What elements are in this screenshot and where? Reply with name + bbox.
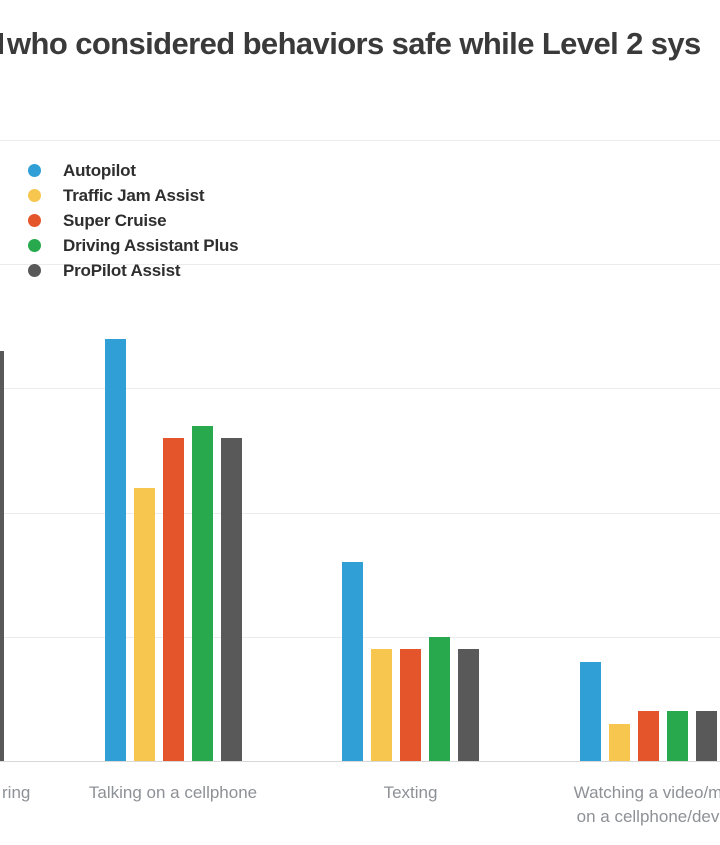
legend-label: Super Cruise: [63, 210, 167, 230]
bar-traffic-jam-assist-talking-on-a-cellphone: [133, 487, 155, 761]
legend-label: ProPilot Assist: [63, 260, 181, 280]
bar-propilot-assist-talking-on-a-cellphone: [220, 438, 242, 761]
bar-autopilot-watching-a-video-m-on-a-: [579, 661, 601, 761]
legend-dot-icon: [28, 189, 41, 202]
legend-item-traffic-jam-assist: Traffic Jam Assist: [0, 183, 238, 208]
x-axis-label-talking-on-a-cellphone: Talking on a cellphone: [88, 783, 258, 802]
legend-item-super-cruise: Super Cruise: [0, 208, 238, 233]
bar-driving-assistant-plus-talking-on-a-cellphone: [191, 425, 213, 761]
chart-title: who considered behaviors safe while Leve…: [7, 26, 701, 61]
bar-super-cruise-talking-on-a-cellphone: [162, 438, 184, 761]
bar-super-cruise-texting: [400, 649, 421, 761]
gridline: [0, 388, 720, 390]
legend-dot-icon: [28, 214, 41, 227]
bar-propilot-assist-watching-a-video-m-on-a-: [695, 711, 717, 761]
legend-dot-icon: [28, 239, 41, 252]
x-axis-label-watching-a-video-m-on-a-: Watching a video/m on a cellphone/dev: [573, 783, 720, 826]
legend-label: Driving Assistant Plus: [63, 235, 239, 255]
bar-traffic-jam-assist-texting: [371, 649, 392, 761]
bar-autopilot-talking-on-a-cellphone: [104, 338, 126, 761]
bar-autopilot-texting: [342, 562, 363, 761]
x-axis-label-ring: ring: [2, 783, 31, 802]
bar-propilot-assist-texting: [458, 649, 479, 761]
gridline: [0, 140, 720, 141]
legend-label: Autopilot: [63, 160, 136, 180]
legend-dot-icon: [28, 264, 41, 277]
clipped-title-fragment: [0, 33, 3, 54]
legend-label: Traffic Jam Assist: [63, 185, 205, 205]
bar-traffic-jam-assist-watching-a-video-m-on-a-: [608, 723, 630, 761]
gridline: [0, 264, 720, 266]
legend-item-propilot-assist: ProPilot Assist: [0, 258, 238, 283]
bar-driving-assistant-plus-watching-a-video-m-on-a-: [666, 711, 688, 761]
legend-item-driving-assistant-plus: Driving Assistant Plus: [0, 233, 239, 258]
bar-driving-assistant-plus-texting: [429, 636, 450, 761]
bar-super-cruise-watching-a-video-m-on-a-: [637, 711, 659, 761]
legend: Autopilot Traffic Jam Assist Super Cruise D…: [0, 158, 239, 283]
gridline: [0, 512, 720, 514]
legend-item-autopilot: Autopilot: [0, 158, 238, 183]
x-axis-label-texting: Texting: [383, 783, 438, 802]
bar-propilot-assist-ring: [0, 351, 4, 761]
x-axis-baseline: [0, 761, 720, 762]
legend-dot-icon: [28, 164, 41, 177]
